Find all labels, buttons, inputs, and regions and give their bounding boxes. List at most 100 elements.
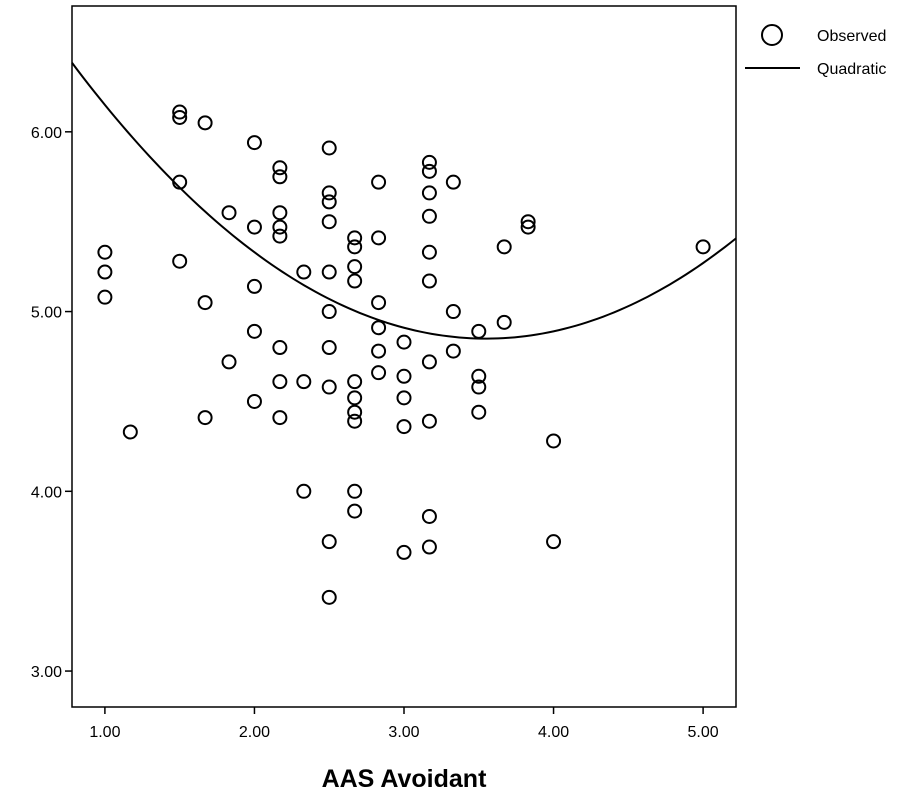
x-tick-label: 5.00 <box>688 724 719 741</box>
data-point <box>246 219 262 235</box>
data-point <box>272 219 288 235</box>
data-point <box>321 589 337 605</box>
data-point <box>272 160 288 176</box>
data-point <box>321 194 337 210</box>
data-point <box>496 314 512 330</box>
data-point <box>546 534 562 550</box>
data-point <box>421 185 437 201</box>
x-axis: 1.00 2.00 3.00 4.00 5.00 <box>89 707 719 741</box>
data-point <box>197 115 213 131</box>
y-axis: 3.00 4.00 5.00 6.00 <box>31 125 72 681</box>
data-point <box>347 390 363 406</box>
data-point <box>421 273 437 289</box>
data-point <box>272 228 288 244</box>
data-point <box>371 230 387 246</box>
data-point <box>321 379 337 395</box>
legend-observed-marker-icon <box>761 24 783 46</box>
data-point <box>321 214 337 230</box>
data-point <box>347 374 363 390</box>
data-point <box>272 410 288 426</box>
data-point <box>321 264 337 280</box>
x-tick-label: 3.00 <box>388 724 419 741</box>
data-point <box>421 208 437 224</box>
data-point <box>421 354 437 370</box>
data-point <box>246 393 262 409</box>
data-point <box>172 109 188 125</box>
y-tick-label: 4.00 <box>31 484 62 501</box>
data-point <box>421 244 437 260</box>
y-tick-label: 3.00 <box>31 664 62 681</box>
data-point <box>445 304 461 320</box>
data-point <box>396 368 412 384</box>
data-point <box>371 174 387 190</box>
data-point <box>520 214 536 230</box>
data-point <box>445 174 461 190</box>
data-point <box>421 413 437 429</box>
legend-quadratic-label: Quadratic <box>817 61 886 78</box>
data-point <box>347 404 363 420</box>
data-point <box>272 169 288 185</box>
data-point <box>172 253 188 269</box>
data-point <box>496 239 512 255</box>
data-point <box>97 289 113 305</box>
x-axis-title: AAS Avoidant <box>322 765 487 793</box>
x-tick-label: 2.00 <box>239 724 270 741</box>
data-point <box>321 140 337 156</box>
data-point <box>221 205 237 221</box>
data-point <box>321 340 337 356</box>
data-point <box>396 544 412 560</box>
data-point <box>421 539 437 555</box>
data-point <box>396 419 412 435</box>
y-tick-label: 5.00 <box>31 305 62 322</box>
data-point <box>421 508 437 524</box>
data-point <box>272 374 288 390</box>
quadratic-fit-line <box>71 62 737 340</box>
data-point <box>445 343 461 359</box>
y-tick-label: 6.00 <box>31 125 62 142</box>
data-point <box>546 433 562 449</box>
data-point <box>296 374 312 390</box>
observed-points <box>97 104 711 605</box>
plot-frame <box>71 5 737 708</box>
data-point <box>421 163 437 179</box>
data-point <box>396 390 412 406</box>
data-point <box>347 239 363 255</box>
data-point <box>371 343 387 359</box>
data-point <box>272 205 288 221</box>
data-point <box>296 264 312 280</box>
data-point <box>197 410 213 426</box>
data-point <box>396 334 412 350</box>
x-tick-label: 4.00 <box>538 724 569 741</box>
data-point <box>246 135 262 151</box>
data-point <box>347 230 363 246</box>
data-point <box>371 295 387 311</box>
data-point <box>471 404 487 420</box>
data-point <box>97 244 113 260</box>
data-point <box>347 503 363 519</box>
data-point <box>471 323 487 339</box>
x-tick-label: 1.00 <box>89 724 120 741</box>
data-point <box>221 354 237 370</box>
data-point <box>321 185 337 201</box>
data-point <box>471 368 487 384</box>
legend: Observed Quadratic <box>745 24 886 78</box>
data-point <box>347 483 363 499</box>
data-point <box>197 295 213 311</box>
data-point <box>520 219 536 235</box>
data-point <box>347 413 363 429</box>
data-point <box>122 424 138 440</box>
data-point <box>321 304 337 320</box>
data-point <box>272 340 288 356</box>
data-point <box>172 174 188 190</box>
data-point <box>371 365 387 381</box>
data-point <box>471 379 487 395</box>
data-point <box>296 483 312 499</box>
data-point <box>347 259 363 275</box>
data-point <box>246 278 262 294</box>
data-point <box>246 323 262 339</box>
data-point <box>97 264 113 280</box>
legend-observed-label: Observed <box>817 28 886 45</box>
data-point <box>421 154 437 170</box>
data-point <box>371 320 387 336</box>
